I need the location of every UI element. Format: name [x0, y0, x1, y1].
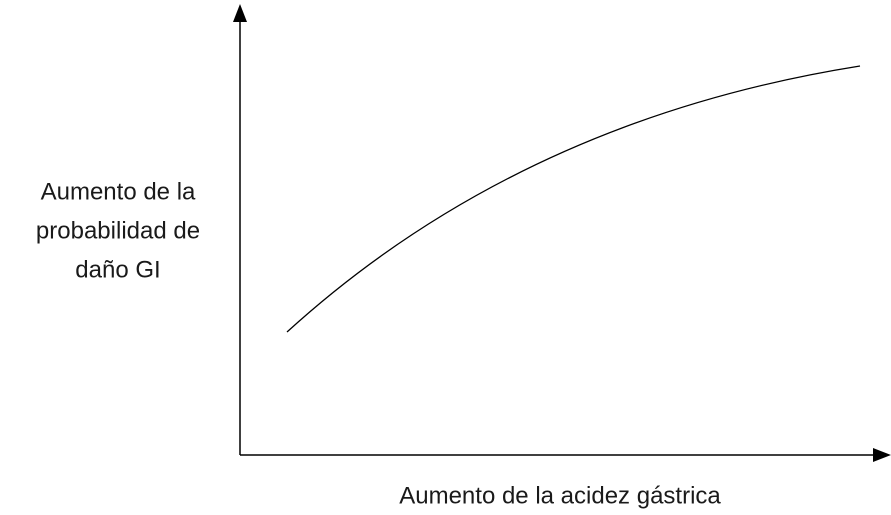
y-axis-label: Aumento de la — [41, 178, 196, 205]
curve — [286, 65, 861, 333]
y-axis-label: daño GI — [75, 256, 160, 283]
x-axis-arrow — [873, 448, 891, 462]
y-axis-arrow — [233, 4, 247, 22]
y-axis-label: probabilidad de — [36, 217, 200, 244]
x-axis-label: Aumento de la acidez gástrica — [399, 482, 721, 509]
